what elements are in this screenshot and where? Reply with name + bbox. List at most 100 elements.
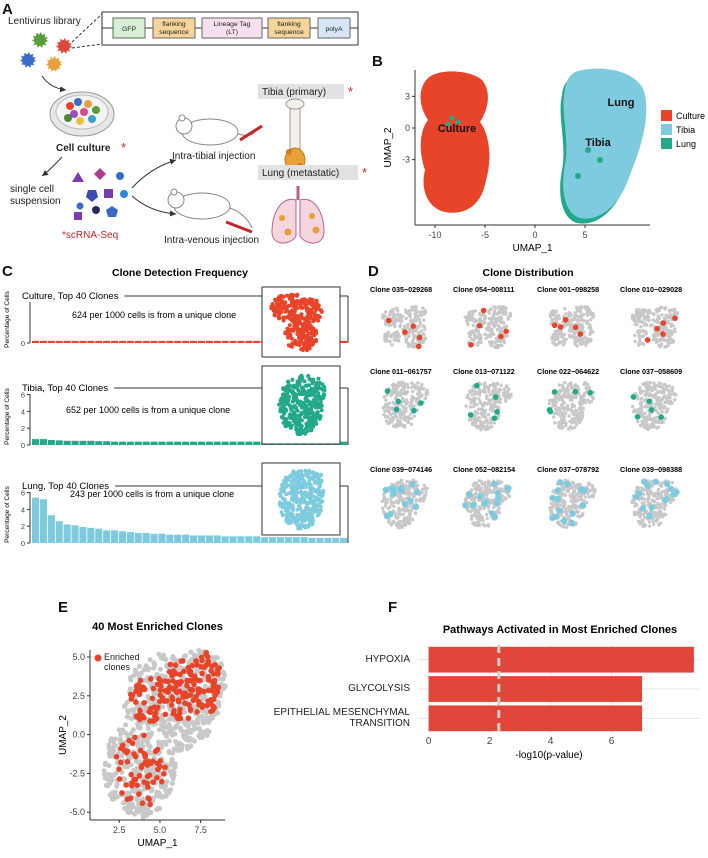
background-point bbox=[580, 414, 585, 419]
inset-point bbox=[276, 315, 281, 320]
background-point bbox=[188, 649, 194, 655]
dashed-link bbox=[71, 43, 103, 49]
bar bbox=[118, 340, 126, 343]
background-point bbox=[425, 388, 429, 392]
background-point bbox=[508, 311, 512, 316]
background-point bbox=[550, 337, 554, 341]
background-point bbox=[471, 317, 476, 321]
background-point bbox=[137, 663, 142, 669]
inset-point bbox=[307, 479, 312, 484]
background-point bbox=[551, 401, 555, 405]
inset-point bbox=[311, 502, 316, 507]
background-point bbox=[386, 506, 390, 511]
bar bbox=[87, 527, 95, 543]
background-point bbox=[404, 483, 408, 488]
background-point bbox=[422, 324, 426, 329]
inset-point bbox=[308, 400, 313, 405]
label-bg bbox=[258, 165, 358, 180]
background-point bbox=[150, 796, 156, 801]
background-point bbox=[404, 326, 409, 330]
clone-point bbox=[551, 389, 558, 395]
bar bbox=[261, 537, 269, 543]
background-point bbox=[487, 322, 491, 327]
background-point bbox=[393, 318, 397, 322]
background-point bbox=[128, 686, 133, 692]
background-point bbox=[654, 415, 658, 419]
background-point bbox=[147, 657, 153, 663]
inset-point bbox=[307, 485, 312, 490]
clone-point bbox=[493, 500, 501, 507]
background-point bbox=[488, 334, 493, 339]
panel-label: A bbox=[2, 1, 13, 18]
bar bbox=[213, 441, 221, 445]
background-point bbox=[414, 498, 418, 502]
background-point bbox=[573, 314, 577, 319]
enriched-point bbox=[199, 670, 205, 677]
enriched-point bbox=[157, 687, 164, 693]
background-point bbox=[196, 714, 202, 720]
label: Lung (metastatic) bbox=[262, 168, 339, 179]
inset-point bbox=[311, 494, 316, 499]
construct-text: Lineage Tag bbox=[214, 21, 251, 28]
clone-thumbnail bbox=[380, 478, 429, 530]
background-point bbox=[419, 496, 423, 501]
background-point bbox=[130, 727, 136, 733]
background-point bbox=[574, 422, 579, 427]
background-point bbox=[493, 345, 497, 349]
clone-point bbox=[416, 334, 423, 341]
bar bbox=[340, 441, 348, 445]
background-point bbox=[419, 329, 424, 333]
inset-point bbox=[311, 470, 316, 475]
background-point bbox=[482, 506, 486, 511]
bar bbox=[205, 441, 213, 445]
inset-point bbox=[301, 478, 306, 483]
bar bbox=[55, 521, 63, 543]
background-point bbox=[505, 334, 509, 338]
background-point bbox=[415, 309, 419, 314]
background-point bbox=[663, 416, 667, 421]
background-point bbox=[637, 335, 642, 339]
clone-point bbox=[568, 519, 575, 527]
bar bbox=[39, 439, 47, 445]
construct-part bbox=[152, 17, 196, 39]
background-point bbox=[563, 493, 568, 497]
clone-label: Clone 052−082154 bbox=[453, 465, 515, 474]
inset-point bbox=[305, 316, 310, 321]
inset-point bbox=[312, 312, 317, 317]
background-point bbox=[470, 514, 474, 519]
inset-point bbox=[305, 348, 309, 353]
inset-cloud bbox=[277, 373, 327, 437]
background-point bbox=[483, 425, 487, 430]
clone-point bbox=[413, 488, 420, 496]
background-point bbox=[406, 420, 410, 425]
background-point bbox=[481, 421, 485, 425]
inset-point bbox=[309, 410, 313, 415]
bar bbox=[150, 340, 158, 343]
background-point bbox=[569, 381, 573, 385]
construct-text: flanking bbox=[277, 21, 301, 28]
construct-text: flanking bbox=[162, 21, 186, 28]
inset-point bbox=[292, 313, 297, 317]
background-point bbox=[406, 495, 411, 499]
background-point bbox=[570, 385, 574, 389]
background-point bbox=[405, 382, 410, 387]
inset-point bbox=[292, 308, 297, 312]
clone-point bbox=[386, 317, 392, 324]
inset-point bbox=[317, 498, 322, 503]
background-point bbox=[662, 337, 666, 342]
background-point bbox=[156, 651, 162, 657]
background-point bbox=[418, 313, 422, 317]
background-point bbox=[473, 309, 478, 313]
dashed-link bbox=[71, 13, 103, 43]
inset-point bbox=[309, 403, 314, 408]
background-point bbox=[408, 510, 412, 515]
inset-point bbox=[312, 489, 317, 494]
background-point bbox=[579, 514, 583, 518]
background-point bbox=[579, 394, 583, 399]
inset-point bbox=[297, 416, 302, 421]
bar bbox=[182, 340, 190, 343]
background-point bbox=[648, 425, 652, 429]
clone-label: Clone 013−071122 bbox=[453, 367, 515, 376]
background-point bbox=[413, 511, 418, 515]
inset-point bbox=[290, 505, 295, 510]
